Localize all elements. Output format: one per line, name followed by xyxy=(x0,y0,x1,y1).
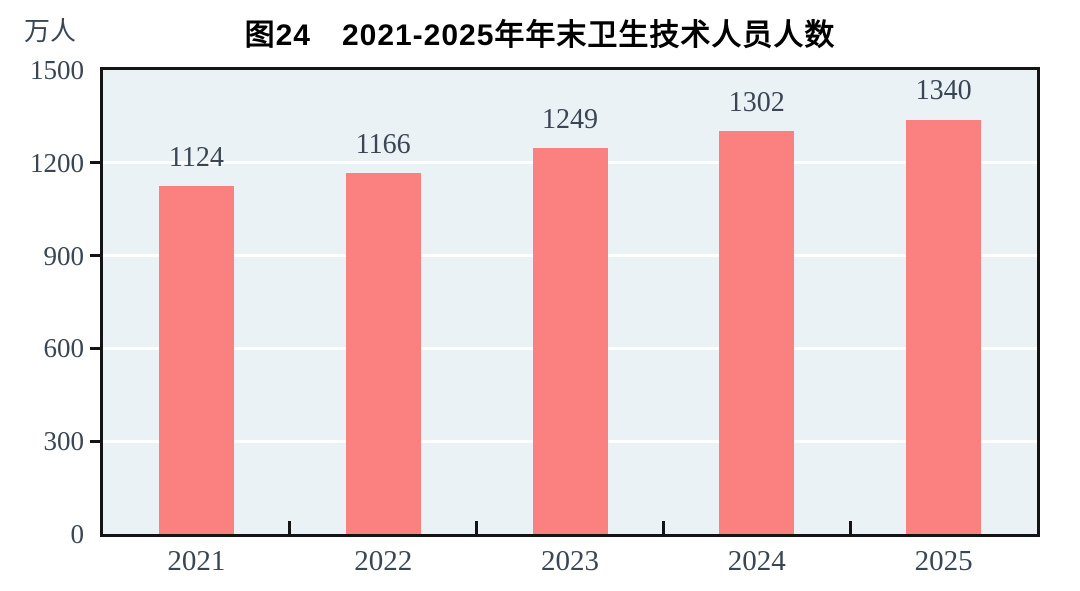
bar-value-label-2022: 1166 xyxy=(355,129,411,161)
bar-2021 xyxy=(158,186,234,534)
x-axis-tick-2 xyxy=(475,521,479,534)
x-axis-label-2025: 2025 xyxy=(914,545,973,577)
bar-value-label-2021: 1124 xyxy=(168,142,224,174)
x-axis-label-2022: 2022 xyxy=(354,545,413,577)
bar-2023 xyxy=(532,147,608,534)
bar-2025 xyxy=(906,119,982,534)
x-axis-tick-1 xyxy=(288,521,292,534)
y-axis-tick-label-300: 300 xyxy=(43,426,85,457)
plot-area: 1124 1166 1249 1302 1340 xyxy=(100,67,1040,537)
y-axis-tick-900 xyxy=(90,254,100,258)
y-axis-tick-label-600: 600 xyxy=(43,333,85,364)
x-axis-label-2023: 2023 xyxy=(541,545,599,577)
chart-title: 图24 2021-2025年年末卫生技术人员人数 xyxy=(244,19,836,52)
y-axis-unit-label: 万人 xyxy=(23,17,76,46)
bar-value-label-2025: 1340 xyxy=(915,75,972,107)
bar-value-label-2024: 1302 xyxy=(728,87,785,119)
y-axis-tick-300 xyxy=(90,439,100,443)
bar-value-label-2023: 1249 xyxy=(542,103,598,135)
x-axis-tick-3 xyxy=(661,521,665,534)
y-axis-tick-label-0: 0 xyxy=(70,519,85,549)
x-axis-label-2024: 2024 xyxy=(727,545,786,577)
bar-2024 xyxy=(719,131,795,534)
y-axis-tick-label-1200: 1200 xyxy=(30,147,84,178)
y-axis-tick-label-1500: 1500 xyxy=(30,55,84,85)
x-axis-tick-4 xyxy=(848,521,852,534)
bar-2022 xyxy=(345,173,421,534)
y-axis-tick-600 xyxy=(90,346,100,350)
x-axis-label-2021: 2021 xyxy=(167,545,226,577)
y-axis-tick-label-900: 900 xyxy=(43,240,85,271)
y-axis-tick-1200 xyxy=(90,161,100,165)
